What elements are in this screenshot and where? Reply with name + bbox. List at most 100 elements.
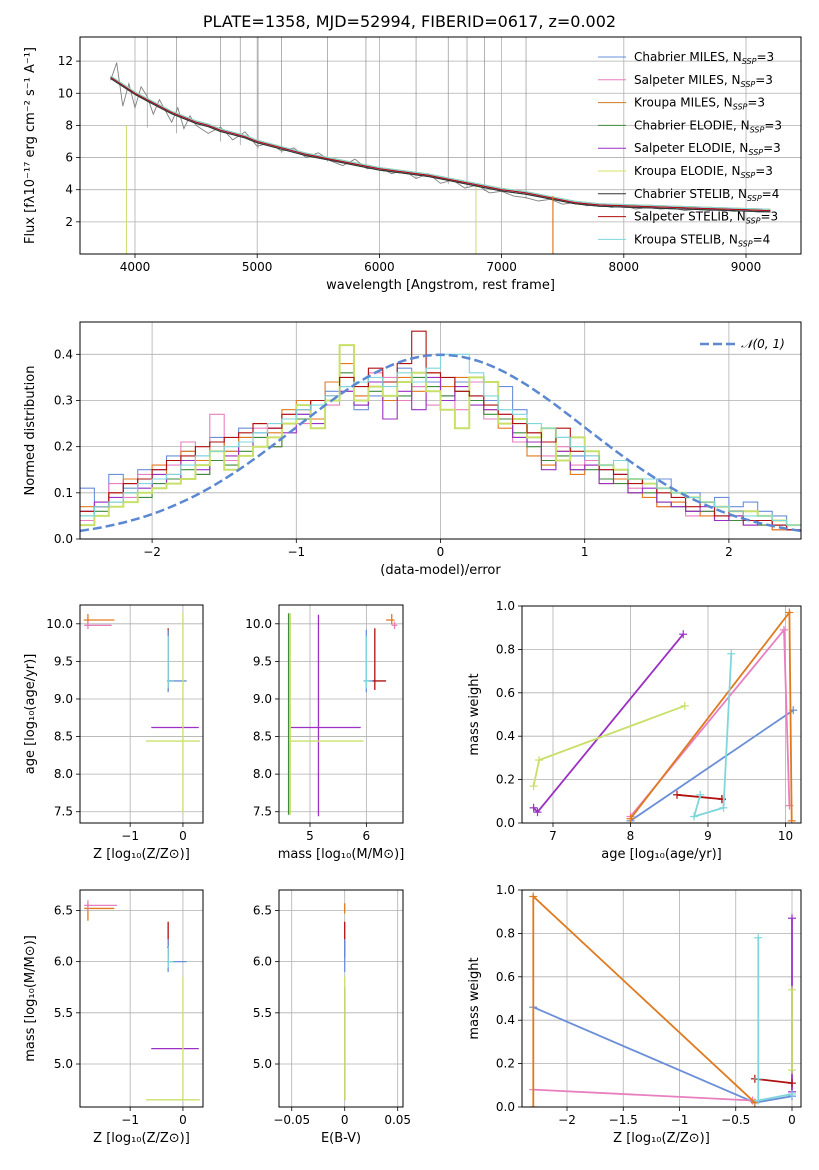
x-tick-label: 6 [363,829,371,843]
legend-entry-label: Salpeter ELODIE, NSSP=3 [634,141,781,157]
legend-suffix: =4 [753,232,771,246]
legend-suffix: =3 [755,73,773,87]
y-axis-label: Normed distribution [23,366,38,496]
x-tick-label: 1 [581,545,589,559]
legend-suffix: =3 [764,118,782,132]
axes-frame [521,889,802,1108]
legend-subscript: SSP [742,57,757,66]
x-tick-label: 8 [627,829,635,843]
figure-title: PLATE=1358, MJD=52994, FIBERID=0617, z=0… [202,12,617,31]
legend-suffix: =4 [762,187,780,201]
x-tick-label: 6000 [364,260,395,274]
legend-subscript: SSP [733,103,748,112]
legend-entry-label: 𝒩(0, 1) [741,337,785,351]
weight-line [533,1088,753,1102]
axes-mass-vs-Z: −1 0 5.0 5.5 6.0 6.5 Z [log₁₀(Z/Z⊙)] mass [log₁… [23,889,204,1146]
y-tick-label: 0.0 [496,816,515,830]
plot-area-weight-vs-Z [529,892,796,1107]
legend-suffix: =3 [763,141,781,155]
x-tick-label: 0 [179,829,187,843]
y-axis-label: mass weight [467,957,482,1039]
x-tick-label: 9000 [731,260,762,274]
y-axis-label: mass [log₁₀(M/M⊙)] [23,935,38,1062]
weight-line [757,937,793,1102]
legend-text: Salpeter MILES, N [634,73,741,87]
x-tick-label: 4000 [120,260,151,274]
axes-frame [79,321,802,540]
normal-curve [80,353,801,533]
y-tick-label: 12 [58,54,73,68]
weight-line [629,709,794,822]
y-tick-label: 7.5 [253,805,272,819]
model-spectrum-line [110,78,771,213]
axes-frame [79,604,204,824]
y-tick-label: 0.2 [54,440,73,454]
legend-text: Kroupa ELODIE, N [634,164,741,178]
legend-subscript: SSP [738,239,753,248]
x-axis-label: Z [log₁₀(Z/Z⊙)] [93,1131,190,1146]
y-tick-label: 0.2 [496,1057,515,1071]
x-tick-label: 7000 [486,260,517,274]
legend-entry-label: Chabrier ELODIE, NSSP=3 [634,118,782,134]
plot-area-spectrum [110,37,771,254]
x-axis-label: age [log₁₀(age/yr)] [601,847,722,862]
plot-area-age-vs-mass [287,613,398,817]
x-tick-label: −1 [121,1113,139,1127]
plot-area-residual-hist [80,330,801,533]
x-tick-label: 9 [704,829,712,843]
x-tick-label: −1 [287,545,305,559]
axes-age-vs-mass: 5 6 7.5 8.0 8.5 9.0 9.5 10.0 mass [log₁₀(M/M⊙)] [245,604,404,862]
y-tick-label: 5.5 [54,1006,73,1020]
x-tick-label: −1.5 [609,1113,638,1127]
x-tick-label: 5 [306,829,314,843]
y-tick-label: 0.1 [54,486,73,500]
y-tick-label: 8.5 [54,730,73,744]
y-tick-label: 0.6 [496,970,515,984]
y-tick-label: 9.5 [54,654,73,668]
legend-subscript: SSP [741,80,756,89]
y-tick-label: 6 [65,151,73,165]
legend-text: Chabrier STELIB, N [634,187,747,201]
plot-area-age-vs-Z [83,613,200,814]
legend-entry-label: Chabrier MILES, NSSP=3 [634,50,774,66]
x-tick-label: 0 [179,1113,187,1127]
axes-frame [278,889,404,1108]
y-tick-label: 10 [58,86,73,100]
axes-weight-vs-age: 7 8 9 10 0.0 0.2 0.4 0.6 0.8 1.0 age [log₁₀(age/yr… [467,599,802,862]
axes-frame [79,889,204,1108]
axes-residual-hist: −2 −1 0 1 2 0.0 0.1 0.2 0.3 0.4 (data-model)/error… [23,321,802,578]
y-tick-label: 4 [65,183,73,197]
y-tick-label: 0.8 [496,926,515,940]
axes-weight-vs-Z: −2 −1.5 −1 −0.5 0 0.0 0.2 0.4 0.6 0.8 1.0 Z [log₁₀(… [467,883,802,1146]
legend-subscript: SSP [747,194,762,203]
weight-line [532,894,756,1107]
legend-text: Salpeter STELIB, N [634,210,746,224]
y-tick-label: 6.5 [253,903,272,917]
y-tick-label: 5.5 [253,1006,272,1020]
x-axis-label: Z [log₁₀(Z/Z⊙)] [93,847,190,862]
y-tick-label: 0.3 [54,393,73,407]
legend-text: Kroupa MILES, N [634,96,733,110]
x-tick-label: −2 [143,545,161,559]
y-axis-label: age [log₁₀(age/yr)] [23,654,38,775]
x-tick-label: −1 [671,1113,689,1127]
y-tick-label: 8.0 [253,767,272,781]
histogram-step [80,353,801,526]
y-tick-label: 6.5 [54,903,73,917]
legend-suffix: =3 [747,96,765,110]
legend-entry-label: Kroupa MILES, NSSP=3 [634,96,765,112]
x-tick-label: −0.05 [273,1113,310,1127]
histogram-step [80,330,801,531]
legend-suffix: =3 [760,210,778,224]
weight-line [532,704,686,787]
legend-entry-label: Chabrier STELIB, NSSP=4 [634,187,779,203]
y-tick-label: 0.0 [496,1100,515,1114]
axes-age-vs-Z: −1 0 7.5 8.0 8.5 9.0 9.5 10.0 Z [log₁₀(Z/Z⊙)] age… [23,604,204,862]
weight-line [754,1077,793,1084]
y-tick-label: 6.0 [54,955,73,969]
legend-entry-label: Salpeter MILES, NSSP=3 [634,73,773,89]
legend-text: Kroupa STELIB, N [634,232,738,246]
y-tick-label: 0.4 [496,729,515,743]
y-tick-label: 7.5 [54,805,73,819]
